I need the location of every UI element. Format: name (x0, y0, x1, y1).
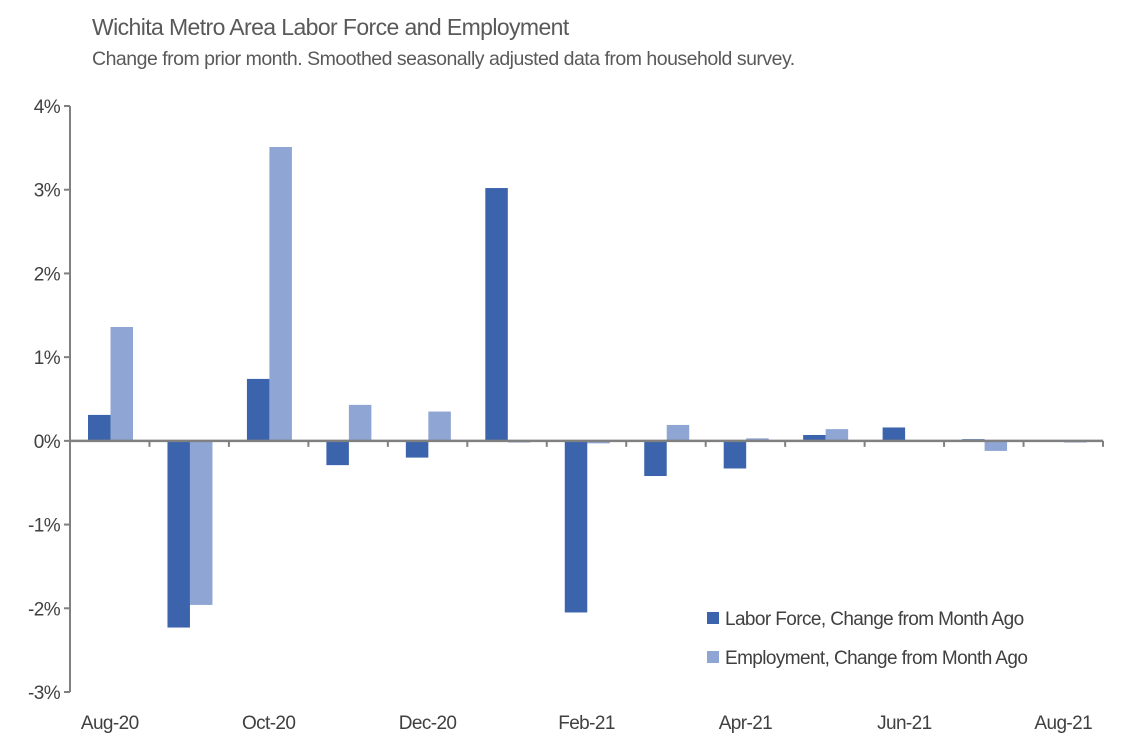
x-tick-label: Feb-21 (558, 713, 615, 734)
bar-labor-force (485, 188, 508, 441)
legend-label: Labor Force, Change from Month Ago (725, 609, 1024, 630)
bar-employment (825, 429, 849, 441)
y-tick-label: -1% (28, 516, 61, 537)
bar-labor-force (88, 414, 111, 441)
x-tick-label: Dec-20 (399, 713, 457, 734)
bar-labor-force (882, 427, 906, 441)
y-tick-label: 3% (34, 181, 61, 202)
bar-labor-force (803, 434, 826, 441)
x-tick-label: Apr-21 (719, 713, 772, 734)
x-tick-label: Oct-20 (242, 713, 295, 734)
chart-subtitle: Change from prior month. Smoothed season… (92, 48, 795, 70)
bar-labor-force (564, 440, 588, 613)
bar-labor-force (405, 440, 429, 458)
legend-swatch (707, 651, 719, 663)
x-tick-label: Jun-21 (877, 713, 932, 734)
bar-labor-force (326, 440, 349, 466)
y-tick-label: 1% (34, 348, 61, 369)
bar-labor-force (246, 378, 270, 441)
y-tick-label: -2% (28, 599, 61, 620)
chart-title: Wichita Metro Area Labor Force and Emplo… (92, 14, 569, 40)
y-tick-label: 4% (34, 97, 61, 118)
y-tick-label: 2% (34, 264, 61, 285)
bar-employment (666, 424, 690, 441)
legend-label: Employment, Change from Month Ago (725, 648, 1027, 669)
bar-employment (428, 411, 451, 441)
bar-employment (189, 440, 213, 605)
x-tick-label: Aug-21 (1034, 713, 1092, 734)
bar-employment (269, 147, 292, 441)
bar-labor-force (167, 440, 190, 628)
y-tick-label: 0% (34, 432, 61, 453)
bar-employment (348, 404, 372, 441)
bar-employment (984, 440, 1008, 451)
y-tick-label: -3% (28, 683, 61, 704)
legend-swatch (707, 612, 719, 624)
bar-employment (110, 327, 133, 441)
bar-labor-force (644, 440, 667, 477)
bar-labor-force (723, 440, 747, 469)
bar-employment (746, 438, 769, 441)
bar-employment (587, 440, 610, 444)
x-tick-label: Aug-20 (81, 713, 139, 734)
